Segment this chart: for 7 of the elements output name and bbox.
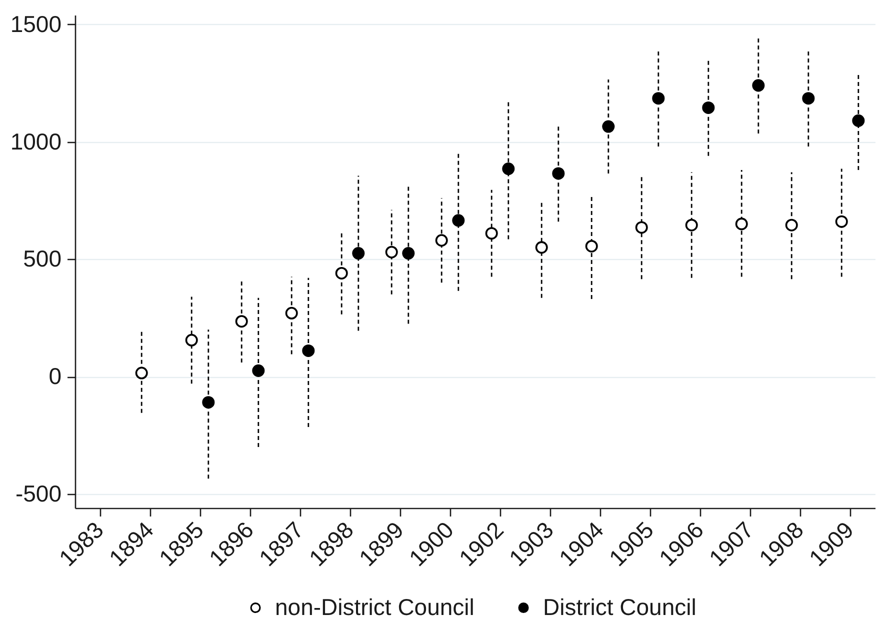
y-tick-label: 1000 — [10, 128, 62, 154]
legend-label: non-District Council — [275, 594, 474, 620]
legend-label: District Council — [543, 594, 696, 620]
y-tick-label: -500 — [15, 480, 62, 506]
y-tick-label: 1500 — [10, 10, 62, 37]
y-tick-label: 0 — [48, 363, 62, 390]
y-tick-label: 500 — [23, 246, 62, 272]
